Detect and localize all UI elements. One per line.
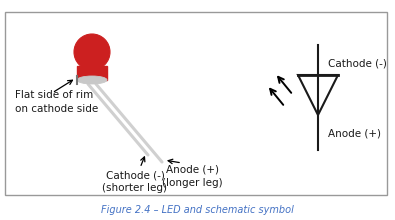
Text: Figure 2.4 – LED and schematic symbol: Figure 2.4 – LED and schematic symbol — [101, 205, 293, 215]
Bar — [5, 12, 387, 195]
Text: Anode (+): Anode (+) — [328, 128, 381, 138]
Text: Anode (+)
(longer leg): Anode (+) (longer leg) — [162, 165, 222, 188]
Text: Cathode (-)
(shorter leg): Cathode (-) (shorter leg) — [102, 170, 167, 193]
Polygon shape — [77, 66, 107, 80]
Circle shape — [74, 34, 110, 70]
Text: Flat side of rim
on cathode side: Flat side of rim on cathode side — [15, 90, 98, 114]
Ellipse shape — [77, 76, 107, 84]
Text: Cathode (-): Cathode (-) — [328, 58, 387, 68]
